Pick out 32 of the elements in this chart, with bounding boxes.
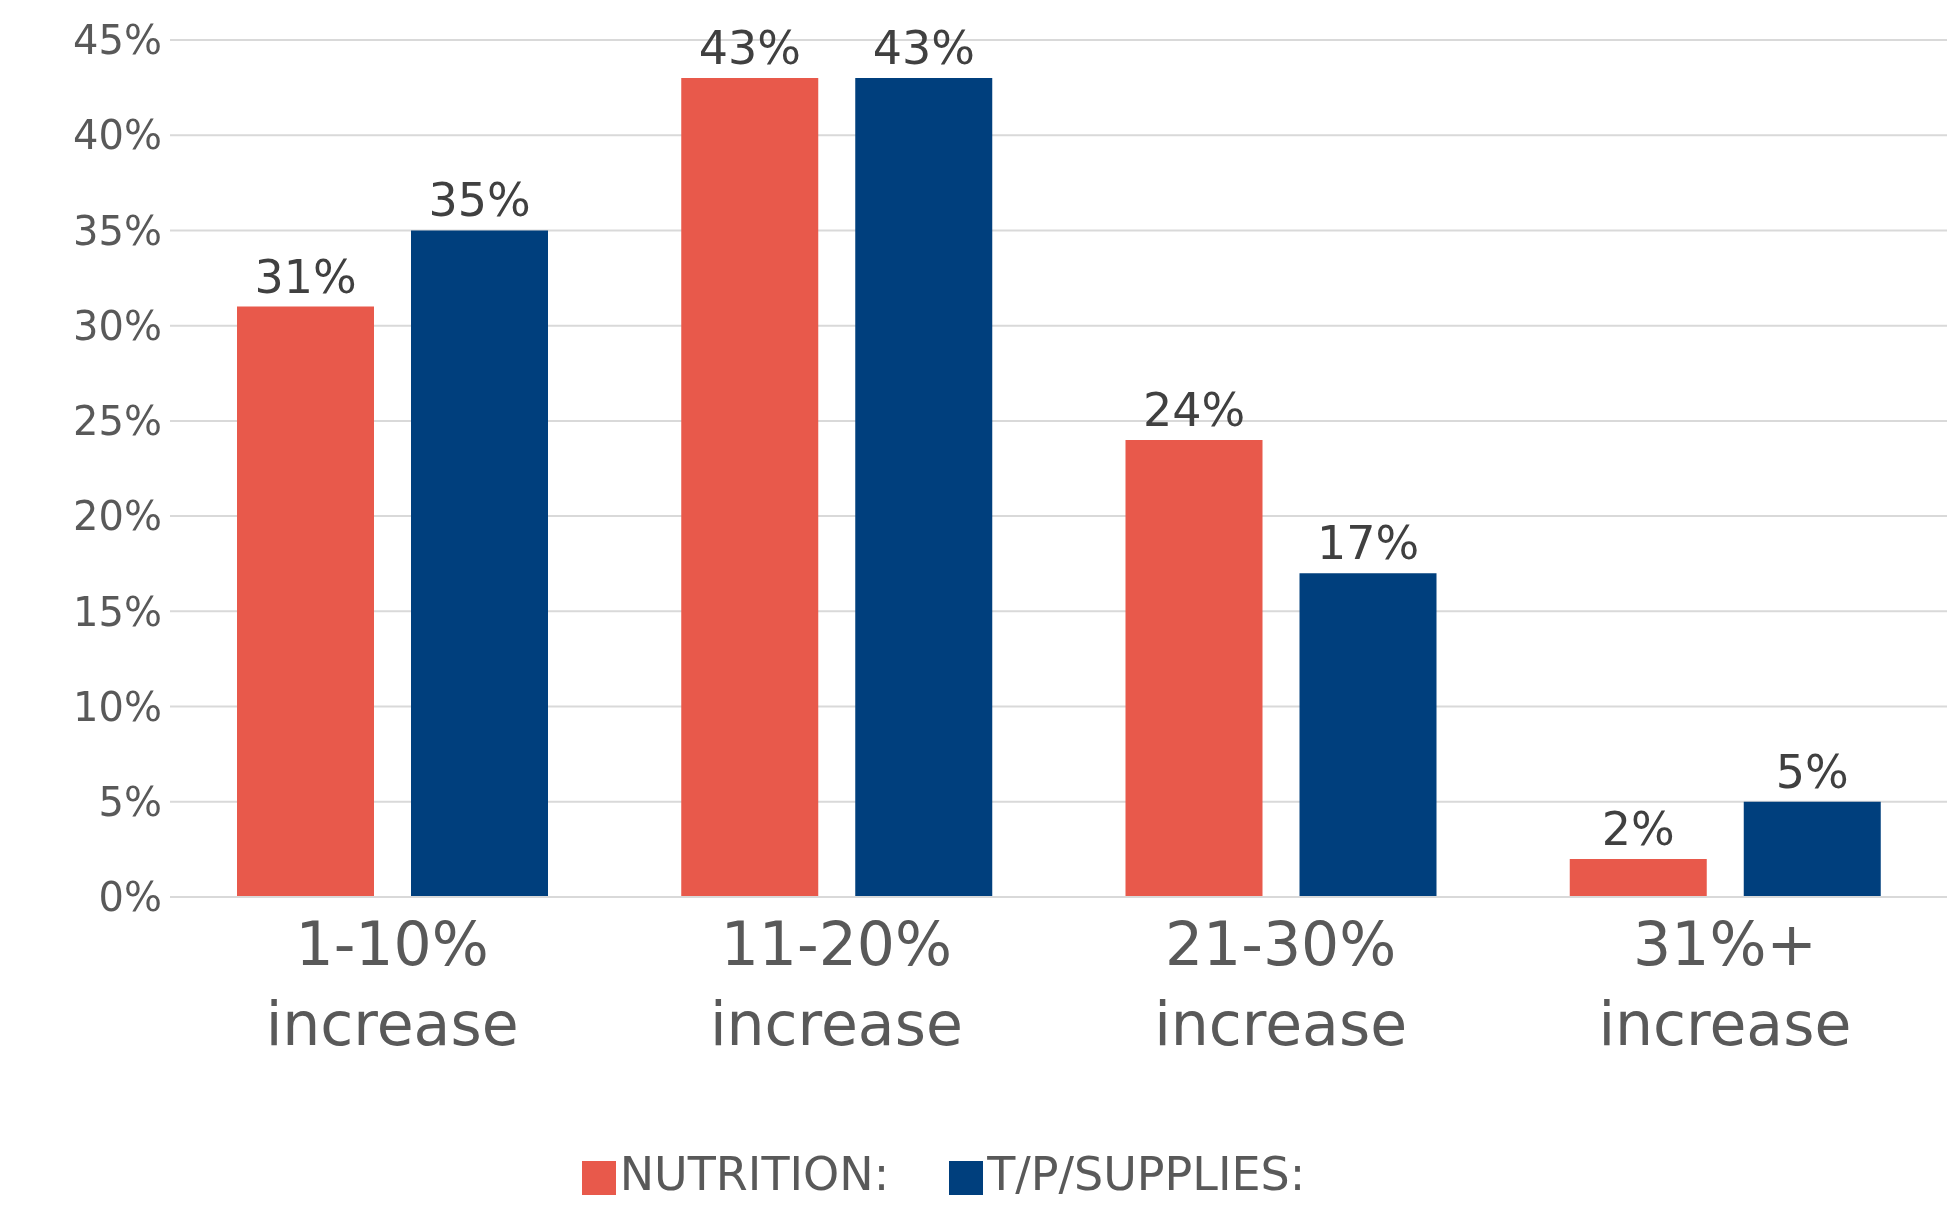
bar [1299, 573, 1437, 897]
data-label: 35% [428, 173, 531, 228]
x-tick-label: 31%+ increase [1598, 909, 1852, 1059]
y-tick-label: 45% [73, 17, 162, 64]
legend-label: NUTRITION: [619, 1147, 890, 1201]
y-tick-label: 5% [98, 778, 162, 825]
y-tick-label: 35% [73, 207, 162, 254]
data-label: 17% [1316, 516, 1420, 571]
y-tick-label: 15% [73, 588, 162, 635]
y-tick-label: 10% [73, 683, 162, 730]
legend-label: T/P/SUPPLIES: [987, 1147, 1306, 1201]
data-label: 2% [1601, 801, 1675, 856]
x-tick-label: 1-10% increase [265, 909, 519, 1059]
data-label: 24% [1142, 382, 1246, 437]
y-tick-label: 20% [73, 493, 162, 540]
bar [855, 78, 993, 897]
bar [1743, 801, 1881, 897]
data-label: 43% [698, 21, 801, 76]
data-label: 43% [872, 21, 975, 76]
y-tick-label: 0% [98, 874, 162, 921]
bar [411, 230, 548, 897]
bar [681, 78, 819, 897]
data-label: 31% [254, 249, 357, 304]
bar [1569, 858, 1707, 897]
bar [1125, 439, 1263, 897]
bar [237, 306, 374, 897]
x-tick-label: 11-20% increase [709, 909, 963, 1059]
y-tick-label: 25% [73, 398, 162, 445]
y-tick-label: 40% [73, 112, 162, 159]
data-label: 5% [1775, 744, 1849, 799]
x-tick-label: 21-30% increase [1154, 909, 1408, 1059]
y-tick-label: 30% [73, 302, 162, 349]
